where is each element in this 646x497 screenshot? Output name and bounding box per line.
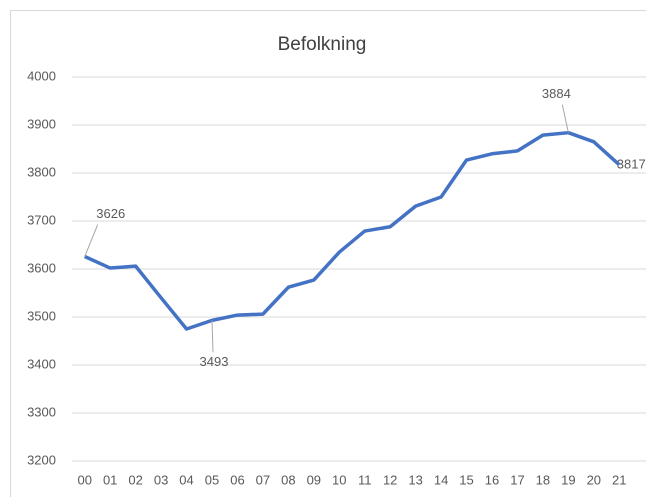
x-tick-label: 19: [561, 472, 575, 487]
y-tick-label: 3900: [27, 116, 56, 131]
leader-line: [211, 320, 214, 353]
x-tick-label: 16: [485, 472, 499, 487]
y-tick-label: 3500: [27, 308, 56, 323]
x-tick-label: 09: [307, 472, 321, 487]
y-tick-label: 3300: [27, 404, 56, 419]
x-tick-label: 18: [536, 472, 550, 487]
x-tick-label: 13: [408, 472, 422, 487]
y-tick-label: 3700: [27, 212, 56, 227]
chart-title: Befolkning: [278, 34, 367, 55]
data-label: 3884: [542, 86, 571, 101]
data-line: [84, 130, 621, 331]
leader-line: [561, 104, 569, 133]
data-label: 3626: [96, 206, 125, 221]
x-tick-label: 01: [103, 472, 117, 487]
data-label: 3817: [617, 156, 646, 171]
y-tick-label: 3600: [27, 260, 56, 275]
y-tick-label: 3400: [27, 356, 56, 371]
x-tick-label: 04: [179, 472, 193, 487]
x-tick-label: 03: [154, 472, 168, 487]
x-tick-label: 07: [256, 472, 270, 487]
x-tick-label: 14: [434, 472, 448, 487]
y-tick-label: 3800: [27, 164, 56, 179]
y-tick-label: 3200: [27, 452, 56, 467]
y-tick-label: 4000: [27, 68, 56, 83]
x-tick-label: 11: [358, 472, 372, 487]
x-tick-label: 12: [383, 472, 397, 487]
x-tick-label: 00: [77, 472, 91, 487]
x-tick-label: 17: [510, 472, 524, 487]
x-tick-label: 02: [128, 472, 142, 487]
x-tick-label: 21: [612, 472, 626, 487]
x-tick-label: 08: [281, 472, 295, 487]
x-tick-label: 20: [587, 472, 601, 487]
x-tick-label: 15: [459, 472, 473, 487]
x-tick-label: 05: [205, 472, 219, 487]
chart-frame: [10, 10, 646, 497]
data-label: 3493: [200, 354, 229, 369]
x-tick-label: 06: [230, 472, 244, 487]
x-tick-label: 10: [332, 472, 346, 487]
leader-line: [84, 224, 99, 257]
